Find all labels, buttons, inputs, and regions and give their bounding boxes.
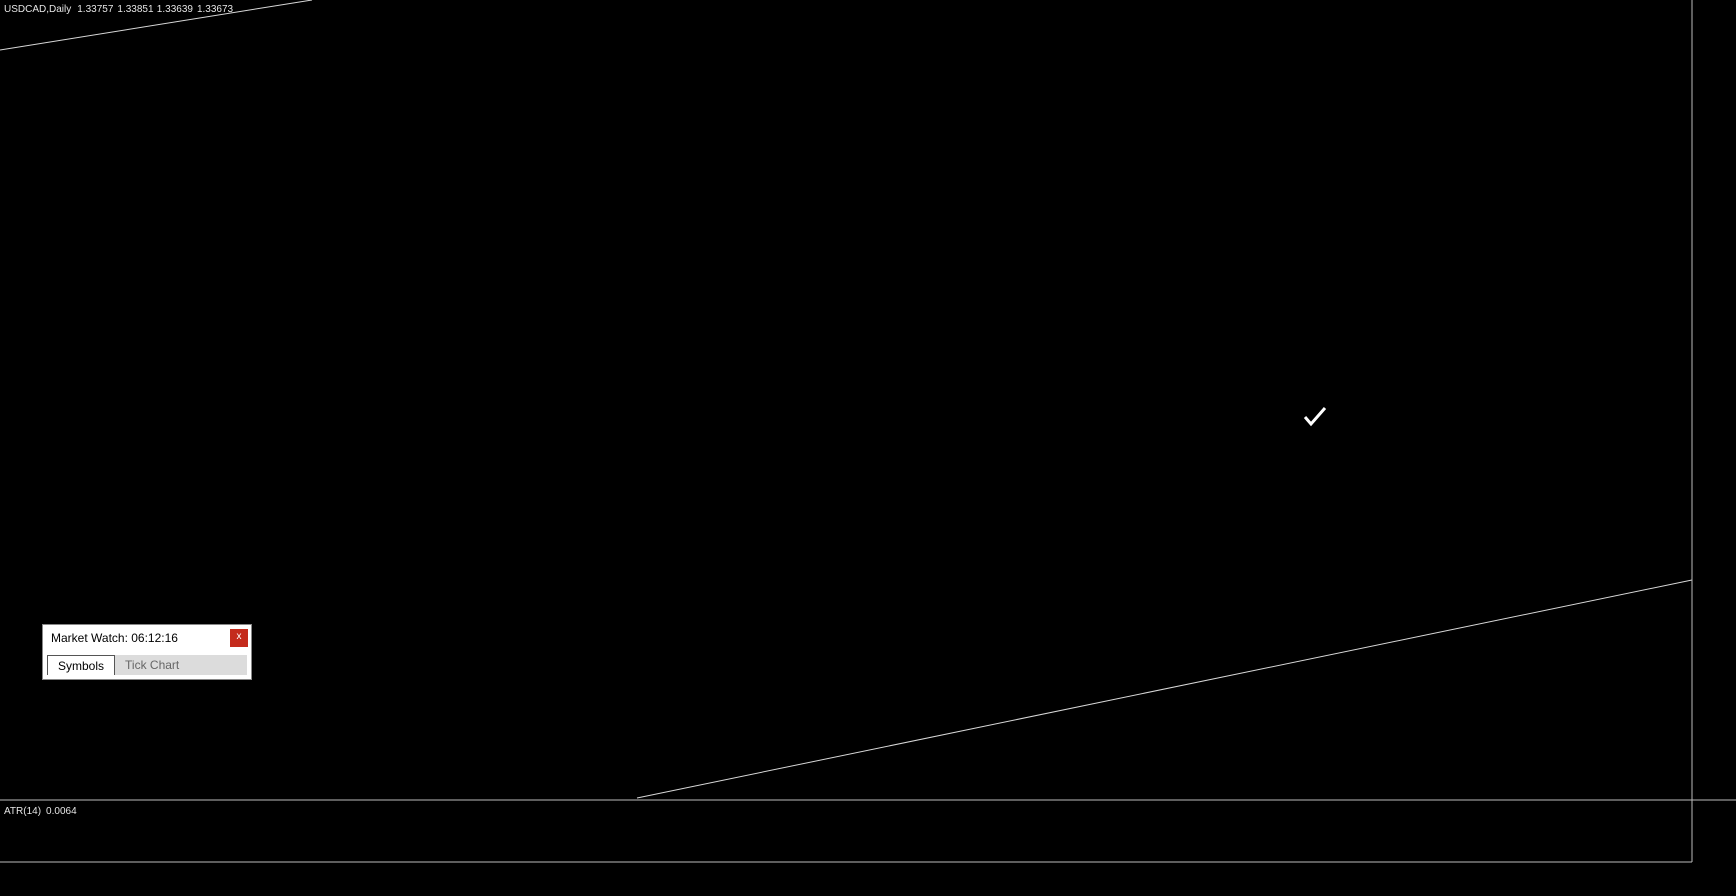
tab[interactable]: Symbols [47,655,116,675]
market-watch-title: Market Watch: 06:12:16 [51,631,178,645]
market-watch-window: Market Watch: 06:12:16 x Symbols Tick Ch… [42,624,252,680]
close-button[interactable]: x [230,629,248,647]
last-open: 1.33757 [77,4,114,15]
trend-line [636,579,1693,799]
trend-line [0,0,313,51]
last-low: 1.33639 [157,4,194,15]
atr-header: ATR(14) 0.0064 [4,806,77,817]
tab-bar: Symbols Tick Chart [47,655,247,675]
check-icon [1303,407,1327,427]
atr-last: 0.0064 [46,806,77,817]
atr-title: ATR(14) [4,806,41,817]
last-high: 1.33851 [117,4,154,15]
tab[interactable]: Tick Chart [125,658,180,672]
chart-title: USDCAD,Daily [4,4,71,15]
last-close: 1.33673 [197,4,234,15]
chart-header: USDCAD,Daily 1.33757 1.33851 1.33639 1.33673 [4,4,234,15]
